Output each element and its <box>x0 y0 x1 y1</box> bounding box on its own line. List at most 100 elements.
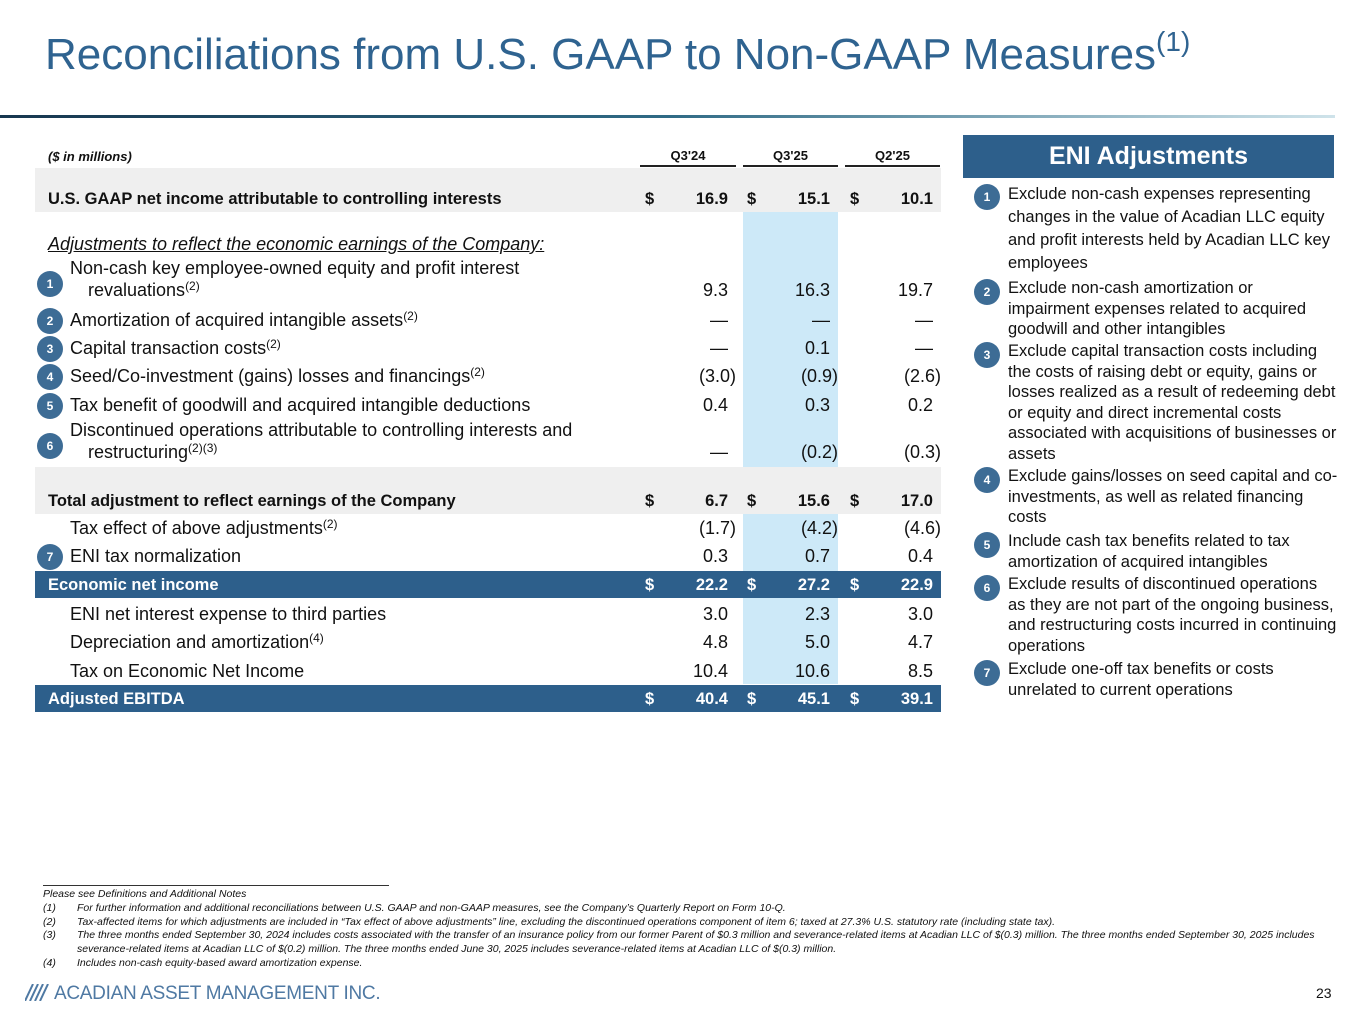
footnotes: Please see Definitions and Additional No… <box>43 888 1348 971</box>
value-cell: 10.6 <box>794 661 830 681</box>
slide-title: Reconciliations from U.S. GAAP to Non-GA… <box>45 28 1190 80</box>
footnote-num: (3) <box>43 929 56 942</box>
row-label: Discontinued operations attributable to … <box>70 420 572 441</box>
value-cell: 10.4 <box>692 661 728 681</box>
side-badge: 5 <box>974 532 1000 558</box>
title-rule <box>0 115 1335 118</box>
row-badge: 7 <box>37 544 63 570</box>
row-label: Depreciation and amortization(4) <box>70 632 324 653</box>
value-cell: 19.7 <box>897 280 933 300</box>
row-badge: 5 <box>37 393 63 419</box>
side-title: ENI Adjustments <box>963 135 1334 178</box>
footnote: (4) Includes non-cash equity-based award … <box>43 957 1348 971</box>
value-cell: 0.2 <box>907 395 933 415</box>
logo-mark <box>25 984 49 1001</box>
footnote-text: The three months ended September 30, 202… <box>77 929 1315 956</box>
currency: $ <box>747 576 757 594</box>
table-row: Adjustments to reflect the economic earn… <box>35 234 941 258</box>
value-cell: 40.4 <box>695 690 728 708</box>
label-text: Adjustments to reflect the economic earn… <box>48 234 545 254</box>
column-header: Q2'25 <box>845 148 940 167</box>
value-cell: — <box>710 310 728 330</box>
column-highlight <box>743 598 838 684</box>
value-cell: — <box>812 310 830 330</box>
row-label: U.S. GAAP net income attributable to con… <box>48 190 502 209</box>
label-text: Tax effect of above adjustments <box>70 518 323 538</box>
side-text: Exclude results of discontinued operatio… <box>1008 575 1337 655</box>
value-cell: (2.6) <box>903 366 941 386</box>
side-badge: 4 <box>974 467 1000 493</box>
row-badge: 1 <box>37 271 63 297</box>
label-text: Total adjustment to reflect earnings of … <box>48 492 456 510</box>
value-cell: (0.2) <box>800 442 838 462</box>
label-text: Non-cash key employee-owned equity and p… <box>70 258 520 278</box>
value-cell: — <box>915 310 933 330</box>
row-label: Total adjustment to reflect earnings of … <box>48 492 456 511</box>
table-row: Adjusted EBITDA 40.4 $45.1 $39.1 $ <box>35 685 941 712</box>
value-cell: 0.3 <box>702 546 728 566</box>
footnote: (1) For further information and additiona… <box>43 902 1348 916</box>
table-row: ENI net interest expense to third partie… <box>35 600 941 628</box>
row-badge: 3 <box>37 336 63 362</box>
table-row: Tax on Economic Net Income 10.4 10.6 8.5 <box>35 657 941 685</box>
table-row: Non-cash key employee-owned equity and p… <box>35 258 941 304</box>
label-text: Adjusted EBITDA <box>48 690 185 708</box>
side-badge: 2 <box>974 279 1000 305</box>
row-badge: 6 <box>37 433 63 459</box>
side-text: Include cash tax benefits related to tax… <box>1008 532 1290 571</box>
table-row: Capital transaction costs(2) 3 — 0.1 — <box>35 336 941 362</box>
side-badge: 7 <box>974 660 1000 686</box>
row-badge: 4 <box>37 364 63 390</box>
footnote-text: Tax-affected items for which adjustments… <box>77 915 1056 928</box>
row-label: Tax on Economic Net Income <box>70 661 304 682</box>
value-cell: 3.0 <box>702 604 728 624</box>
side-text: Exclude non-cash amortization or impairm… <box>1008 279 1307 338</box>
label-text: Capital transaction costs <box>70 338 267 358</box>
label-text: Tax benefit of goodwill and acquired int… <box>70 395 531 415</box>
row-label: Tax effect of above adjustments(2) <box>70 518 338 539</box>
column-header: Q3'25 <box>743 148 838 167</box>
value-cell: 0.4 <box>907 546 933 566</box>
row-label: ENI net interest expense to third partie… <box>70 604 386 625</box>
value-cell: 4.7 <box>907 632 933 652</box>
side-badge: 3 <box>974 342 1000 368</box>
table-row: Depreciation and amortization(4) 4.8 5.0 4.… <box>35 628 941 656</box>
table-row: Economic net income 22.2 $27.2 $22.9 $ <box>35 571 941 598</box>
label-footnote: (4) <box>309 631 324 645</box>
page-number: 23 <box>1316 985 1332 1001</box>
row-label: revaluations(2) <box>88 280 200 301</box>
value-cell: 39.1 <box>900 690 933 708</box>
row-label: restructuring(2)(3) <box>88 442 217 463</box>
currency: $ <box>645 492 655 510</box>
row-label: Economic net income <box>48 576 219 595</box>
side-text: Exclude one-off tax benefits or costs un… <box>1008 660 1274 699</box>
value-cell: 5.0 <box>804 632 830 652</box>
value-cell: 0.4 <box>702 395 728 415</box>
value-cell: (4.2) <box>800 518 838 538</box>
row-label: Non-cash key employee-owned equity and p… <box>70 258 519 279</box>
currency: $ <box>747 190 757 208</box>
row-label: Adjustments to reflect the economic earn… <box>48 234 544 255</box>
value-cell: 0.3 <box>804 395 830 415</box>
currency: $ <box>850 576 860 594</box>
side-badge: 6 <box>974 575 1000 601</box>
value-cell: 15.6 <box>797 492 830 510</box>
value-cell: (3.0) <box>698 366 736 386</box>
value-cell: 15.1 <box>797 190 830 208</box>
label-footnote: (2) <box>403 309 418 323</box>
value-cell: 3.0 <box>907 604 933 624</box>
footnote-text: Includes non-cash equity-based award amo… <box>77 956 363 969</box>
table-row: Total adjustment to reflect earnings of … <box>35 467 941 514</box>
label-text: Seed/Co-investment (gains) losses and fi… <box>70 366 471 386</box>
table-row: Tax effect of above adjustments(2) (1.7) (… <box>35 515 941 542</box>
row-label: Capital transaction costs(2) <box>70 338 281 359</box>
table-row: Seed/Co-investment (gains) losses and fi… <box>35 364 941 390</box>
table-row: Discontinued operations attributable to … <box>35 418 941 466</box>
value-cell: 22.2 <box>695 576 728 594</box>
footnote-rule <box>43 885 389 886</box>
currency: $ <box>850 690 860 708</box>
currency: $ <box>747 690 757 708</box>
table-row: U.S. GAAP net income attributable to con… <box>35 168 941 212</box>
row-label: Adjusted EBITDA <box>48 690 185 709</box>
